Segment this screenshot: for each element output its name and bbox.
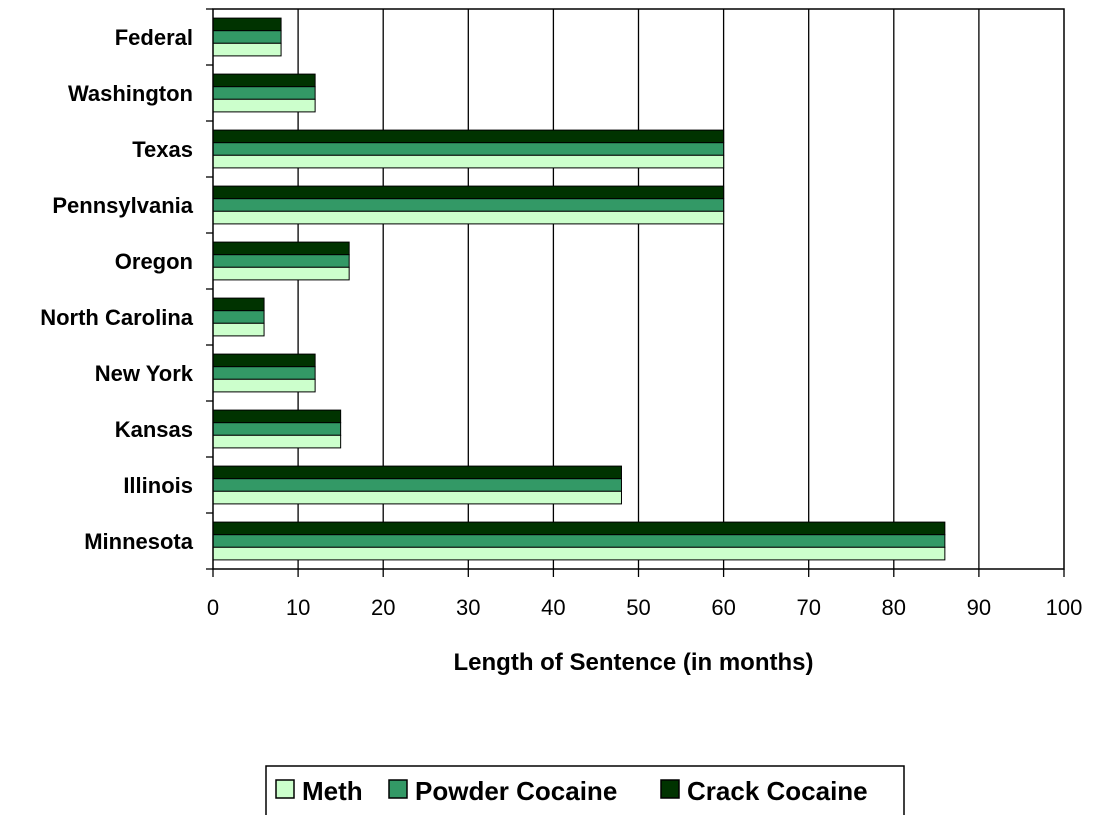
legend-label: Meth [302, 776, 363, 806]
x-tick-label: 100 [1046, 595, 1083, 620]
x-tick-label: 60 [711, 595, 735, 620]
x-tick-label: 20 [371, 595, 395, 620]
bar-crack-cocaine [212, 73, 316, 88]
legend-swatch [660, 779, 680, 799]
bar-powder-cocaine [212, 310, 265, 324]
x-tick-label: 10 [286, 595, 310, 620]
legend-swatch [388, 779, 408, 799]
category-label: Oregon [115, 249, 193, 274]
x-tick-label: 0 [207, 595, 219, 620]
bar-crack-cocaine [212, 409, 342, 424]
bar-meth [212, 434, 342, 449]
bar-powder-cocaine [212, 142, 725, 156]
bar-meth [212, 154, 725, 169]
category-label: Minnesota [84, 529, 194, 554]
category-label: New York [95, 361, 194, 386]
legend-swatch [275, 779, 295, 799]
category-label: Illinois [123, 473, 193, 498]
bar-meth [212, 266, 350, 281]
category-label: North Carolina [40, 305, 194, 330]
bar-crack-cocaine [212, 241, 350, 256]
bar-meth [212, 210, 725, 225]
bar-powder-cocaine [212, 254, 350, 268]
bar-crack-cocaine [212, 129, 725, 144]
x-tick-label: 40 [541, 595, 565, 620]
legend-label: Crack Cocaine [687, 776, 868, 806]
x-tick-label: 50 [626, 595, 650, 620]
x-tick-label: 80 [882, 595, 906, 620]
bar-powder-cocaine [212, 86, 316, 100]
bar-meth [212, 378, 316, 393]
legend: Meth Powder Cocaine Crack Cocaine [265, 765, 905, 815]
bar-powder-cocaine [212, 478, 622, 492]
bar-meth [212, 490, 622, 505]
bar-crack-cocaine [212, 521, 946, 536]
x-tick-label: 30 [456, 595, 480, 620]
bar-powder-cocaine [212, 198, 725, 212]
bar-crack-cocaine [212, 185, 725, 200]
bar-meth [212, 98, 316, 113]
gridlines [297, 9, 980, 569]
category-label: Kansas [115, 417, 193, 442]
bar-crack-cocaine [212, 465, 622, 480]
bar-crack-cocaine [212, 353, 316, 368]
bar-meth [212, 322, 265, 337]
bar-crack-cocaine [212, 17, 282, 32]
bar-powder-cocaine [212, 534, 946, 548]
x-tick-label: 90 [967, 595, 991, 620]
category-label: Pennsylvania [52, 193, 193, 218]
bar-powder-cocaine [212, 422, 342, 436]
bars [212, 17, 946, 561]
category-label: Washington [68, 81, 193, 106]
bar-powder-cocaine [212, 30, 282, 44]
category-labels: Federal Washington Texas Pennsylvania Oregon… [40, 25, 194, 554]
legend-label: Powder Cocaine [415, 776, 617, 806]
axis-ticks [206, 8, 1065, 577]
x-tick-label: 70 [796, 595, 820, 620]
category-label: Federal [115, 25, 193, 50]
x-tick-labels: 0 10 20 30 40 50 60 70 80 90 100 [207, 595, 1082, 620]
bar-meth [212, 546, 946, 561]
x-axis-title: Length of Sentence (in months) [454, 649, 814, 676]
bar-meth [212, 42, 282, 57]
legend-box [265, 765, 905, 815]
category-label: Texas [132, 137, 193, 162]
bar-crack-cocaine [212, 297, 265, 312]
bar-powder-cocaine [212, 366, 316, 380]
